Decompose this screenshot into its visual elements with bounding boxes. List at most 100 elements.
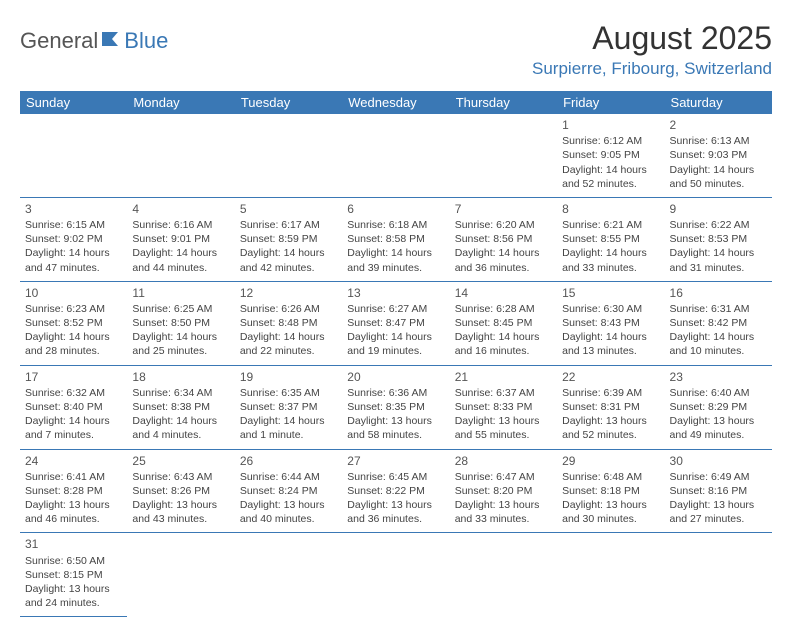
day-detail: and 27 minutes.: [670, 512, 767, 526]
day-detail: Sunset: 8:33 PM: [455, 400, 552, 414]
day-detail: and 55 minutes.: [455, 428, 552, 442]
day-detail: Daylight: 13 hours: [240, 498, 337, 512]
calendar-cell: [342, 114, 449, 197]
day-detail: Daylight: 13 hours: [455, 414, 552, 428]
calendar-cell: 14Sunrise: 6:28 AMSunset: 8:45 PMDayligh…: [450, 281, 557, 365]
day-detail: Sunrise: 6:21 AM: [562, 218, 659, 232]
calendar-cell: 15Sunrise: 6:30 AMSunset: 8:43 PMDayligh…: [557, 281, 664, 365]
header: General Blue August 2025 Surpierre, Frib…: [20, 20, 772, 79]
calendar-cell: 13Sunrise: 6:27 AMSunset: 8:47 PMDayligh…: [342, 281, 449, 365]
day-detail: and 7 minutes.: [25, 428, 122, 442]
calendar-cell: 28Sunrise: 6:47 AMSunset: 8:20 PMDayligh…: [450, 449, 557, 533]
day-detail: Daylight: 14 hours: [455, 246, 552, 260]
day-detail: and 40 minutes.: [240, 512, 337, 526]
day-detail: Sunset: 8:48 PM: [240, 316, 337, 330]
calendar-cell: [20, 114, 127, 197]
calendar-cell: 29Sunrise: 6:48 AMSunset: 8:18 PMDayligh…: [557, 449, 664, 533]
day-detail: Sunset: 8:58 PM: [347, 232, 444, 246]
day-detail: and 22 minutes.: [240, 344, 337, 358]
day-detail: Sunrise: 6:32 AM: [25, 386, 122, 400]
day-detail: and 28 minutes.: [25, 344, 122, 358]
day-number: 20: [347, 369, 444, 385]
day-detail: Sunrise: 6:35 AM: [240, 386, 337, 400]
day-number: 5: [240, 201, 337, 217]
logo-text-2: Blue: [124, 28, 168, 54]
day-number: 25: [132, 453, 229, 469]
day-number: 16: [670, 285, 767, 301]
day-number: 12: [240, 285, 337, 301]
day-detail: Sunrise: 6:48 AM: [562, 470, 659, 484]
calendar-cell: 27Sunrise: 6:45 AMSunset: 8:22 PMDayligh…: [342, 449, 449, 533]
day-detail: Daylight: 13 hours: [132, 498, 229, 512]
day-detail: Daylight: 14 hours: [132, 414, 229, 428]
day-detail: Sunrise: 6:44 AM: [240, 470, 337, 484]
calendar-cell: [342, 533, 449, 617]
day-detail: and 36 minutes.: [347, 512, 444, 526]
logo: General Blue: [20, 20, 168, 54]
calendar-cell: 18Sunrise: 6:34 AMSunset: 8:38 PMDayligh…: [127, 365, 234, 449]
day-detail: and 33 minutes.: [562, 261, 659, 275]
calendar-header-row: SundayMondayTuesdayWednesdayThursdayFrid…: [20, 91, 772, 114]
day-detail: Daylight: 14 hours: [347, 330, 444, 344]
day-detail: and 44 minutes.: [132, 261, 229, 275]
day-detail: and 52 minutes.: [562, 428, 659, 442]
day-detail: and 46 minutes.: [25, 512, 122, 526]
day-detail: and 1 minute.: [240, 428, 337, 442]
day-detail: Sunrise: 6:26 AM: [240, 302, 337, 316]
day-number: 29: [562, 453, 659, 469]
calendar-week-row: 10Sunrise: 6:23 AMSunset: 8:52 PMDayligh…: [20, 281, 772, 365]
day-number: 14: [455, 285, 552, 301]
day-detail: Sunrise: 6:17 AM: [240, 218, 337, 232]
day-detail: Sunrise: 6:27 AM: [347, 302, 444, 316]
day-detail: and 58 minutes.: [347, 428, 444, 442]
day-detail: Sunrise: 6:13 AM: [670, 134, 767, 148]
day-number: 23: [670, 369, 767, 385]
day-number: 17: [25, 369, 122, 385]
calendar-cell: 22Sunrise: 6:39 AMSunset: 8:31 PMDayligh…: [557, 365, 664, 449]
day-number: 11: [132, 285, 229, 301]
calendar-cell: 9Sunrise: 6:22 AMSunset: 8:53 PMDaylight…: [665, 197, 772, 281]
calendar-cell: 20Sunrise: 6:36 AMSunset: 8:35 PMDayligh…: [342, 365, 449, 449]
calendar-cell: [235, 114, 342, 197]
day-detail: and 49 minutes.: [670, 428, 767, 442]
day-detail: Sunset: 8:55 PM: [562, 232, 659, 246]
day-detail: Sunset: 8:42 PM: [670, 316, 767, 330]
day-detail: and 31 minutes.: [670, 261, 767, 275]
day-header: Tuesday: [235, 91, 342, 114]
calendar-cell: 30Sunrise: 6:49 AMSunset: 8:16 PMDayligh…: [665, 449, 772, 533]
calendar-cell: 25Sunrise: 6:43 AMSunset: 8:26 PMDayligh…: [127, 449, 234, 533]
day-number: 21: [455, 369, 552, 385]
day-detail: and 33 minutes.: [455, 512, 552, 526]
day-number: 3: [25, 201, 122, 217]
calendar-cell: [235, 533, 342, 617]
calendar-cell: [127, 533, 234, 617]
day-detail: Daylight: 14 hours: [240, 330, 337, 344]
day-detail: Daylight: 13 hours: [670, 498, 767, 512]
day-detail: Sunset: 8:31 PM: [562, 400, 659, 414]
logo-text-1: General: [20, 28, 98, 54]
day-header: Sunday: [20, 91, 127, 114]
day-detail: Daylight: 14 hours: [347, 246, 444, 260]
day-number: 19: [240, 369, 337, 385]
day-detail: Sunset: 9:05 PM: [562, 148, 659, 162]
day-detail: Sunset: 8:47 PM: [347, 316, 444, 330]
day-detail: Sunset: 8:24 PM: [240, 484, 337, 498]
day-detail: Sunset: 8:53 PM: [670, 232, 767, 246]
day-number: 30: [670, 453, 767, 469]
day-detail: Daylight: 14 hours: [562, 163, 659, 177]
day-detail: Sunrise: 6:25 AM: [132, 302, 229, 316]
day-detail: and 42 minutes.: [240, 261, 337, 275]
day-detail: and 10 minutes.: [670, 344, 767, 358]
day-detail: Sunset: 8:20 PM: [455, 484, 552, 498]
day-number: 4: [132, 201, 229, 217]
day-header: Thursday: [450, 91, 557, 114]
calendar-week-row: 24Sunrise: 6:41 AMSunset: 8:28 PMDayligh…: [20, 449, 772, 533]
calendar-cell: [450, 533, 557, 617]
day-detail: and 50 minutes.: [670, 177, 767, 191]
day-detail: and 24 minutes.: [25, 596, 122, 610]
calendar-cell: 3Sunrise: 6:15 AMSunset: 9:02 PMDaylight…: [20, 197, 127, 281]
day-number: 22: [562, 369, 659, 385]
day-detail: Sunrise: 6:39 AM: [562, 386, 659, 400]
day-detail: and 4 minutes.: [132, 428, 229, 442]
calendar-cell: 19Sunrise: 6:35 AMSunset: 8:37 PMDayligh…: [235, 365, 342, 449]
